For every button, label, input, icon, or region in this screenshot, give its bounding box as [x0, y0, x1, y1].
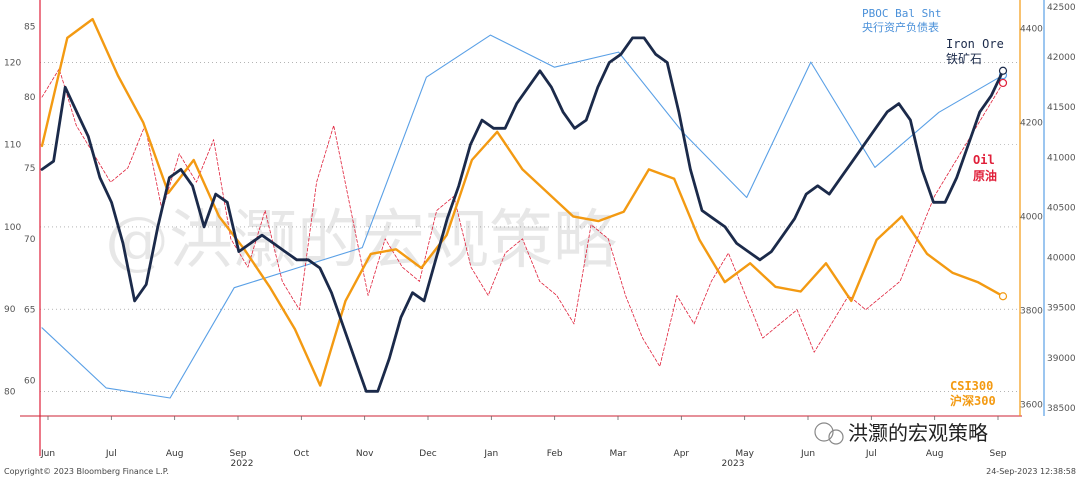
x-tick-label: Jun [40, 449, 55, 459]
watermark-text: @洪灏的宏观策略 [105, 204, 617, 278]
oil-label-cn: 原油 [973, 168, 997, 183]
year-label: 2023 [722, 459, 745, 469]
x-tick-label: Oct [294, 449, 310, 459]
x-tick-label: Jul [865, 449, 877, 459]
left-outer-tick: 90 [4, 305, 16, 315]
footer: Copyright© 2023 Bloomberg Finance L.P. 2… [4, 467, 1076, 476]
x-tick-label: Sep [230, 449, 247, 459]
x-tick-label: Aug [166, 449, 184, 459]
right-inner-tick: 3600 [1020, 400, 1043, 410]
x-tick-label: Sep [990, 449, 1007, 459]
axes: 80 90 100 110 120 60 65 70 75 80 85 3600 3800 4000 420… [4, 0, 1076, 469]
x-tick-label: Feb [547, 449, 563, 459]
right-outer-tick: 40500 [1047, 203, 1076, 213]
left-inner-tick: 85 [24, 22, 35, 32]
left-outer-tick: 110 [4, 141, 21, 151]
annotations: PBOC Bal Sht 央行资产负债表 Iron Ore 铁矿石 Oil 原油… [862, 7, 1004, 408]
right-outer-tick: 42000 [1047, 53, 1076, 63]
wechat-icon [814, 422, 834, 442]
x-tick-label: Dec [419, 449, 436, 459]
x-tick-label: Jun [800, 449, 815, 459]
watermark: @洪灏的宏观策略 [105, 204, 617, 278]
x-tick-label: Nov [356, 449, 374, 459]
wechat-name: 洪灏的宏观策略 [848, 421, 988, 445]
oil-end-marker [998, 78, 1008, 88]
series-layer [40, 17, 1008, 399]
x-tick-label: Jan [483, 449, 498, 459]
x-tick-label: Apr [674, 449, 690, 459]
wechat-badge: 洪灏的宏观策略 [814, 421, 988, 445]
grid [40, 62, 1018, 392]
oil-line [41, 68, 1004, 367]
timestamp-text: 24-Sep-2023 12:38:58 [986, 467, 1076, 476]
iron-ore-line [40, 36, 1005, 393]
copyright-text: Copyright© 2023 Bloomberg Finance L.P. [4, 467, 169, 476]
pboc-label: PBOC Bal Sht [862, 7, 941, 20]
left-inner-tick: 60 [24, 377, 36, 387]
oil-label: Oil [973, 153, 995, 167]
x-tick-label: Aug [926, 449, 944, 459]
left-outer-tick: 120 [4, 59, 21, 69]
x-tick-label: Jul [105, 449, 117, 459]
right-outer-tick: 39500 [1047, 304, 1076, 314]
right-outer-tick: 42500 [1047, 3, 1076, 13]
right-inner-tick: 4000 [1020, 212, 1043, 222]
csi-label-cn: 沪深300 [950, 393, 996, 408]
iron-ore-end-marker [998, 66, 1008, 75]
left-outer-tick: 100 [4, 223, 21, 233]
right-inner-tick: 3800 [1020, 306, 1043, 316]
csi300-line [40, 17, 1005, 387]
year-label: 2022 [231, 459, 254, 469]
x-tick-label: May [735, 449, 754, 459]
csi300-end-marker [998, 292, 1008, 301]
pboc-label-cn: 央行资产负债表 [862, 20, 939, 34]
pboc-line [41, 34, 1004, 399]
right-outer-tick: 38500 [1047, 404, 1076, 414]
x-tick-label: Mar [610, 449, 627, 459]
wechat-icon-small [828, 429, 844, 445]
csi-label: CSI300 [950, 379, 993, 393]
iron-label-cn: 铁矿石 [946, 52, 982, 66]
left-inner-tick: 80 [24, 93, 36, 103]
right-outer-tick: 39000 [1047, 354, 1076, 364]
left-inner-tick: 75 [24, 164, 35, 174]
right-inner-tick: 4400 [1020, 24, 1043, 34]
right-outer-tick: 41500 [1047, 103, 1076, 113]
iron-label: Iron Ore [946, 37, 1004, 51]
right-outer-tick: 40000 [1047, 254, 1076, 264]
left-inner-tick: 65 [24, 306, 35, 316]
left-outer-tick: 80 [4, 387, 16, 397]
right-inner-tick: 4200 [1020, 118, 1043, 128]
left-inner-tick: 70 [24, 235, 36, 245]
right-outer-tick: 41000 [1047, 153, 1076, 163]
